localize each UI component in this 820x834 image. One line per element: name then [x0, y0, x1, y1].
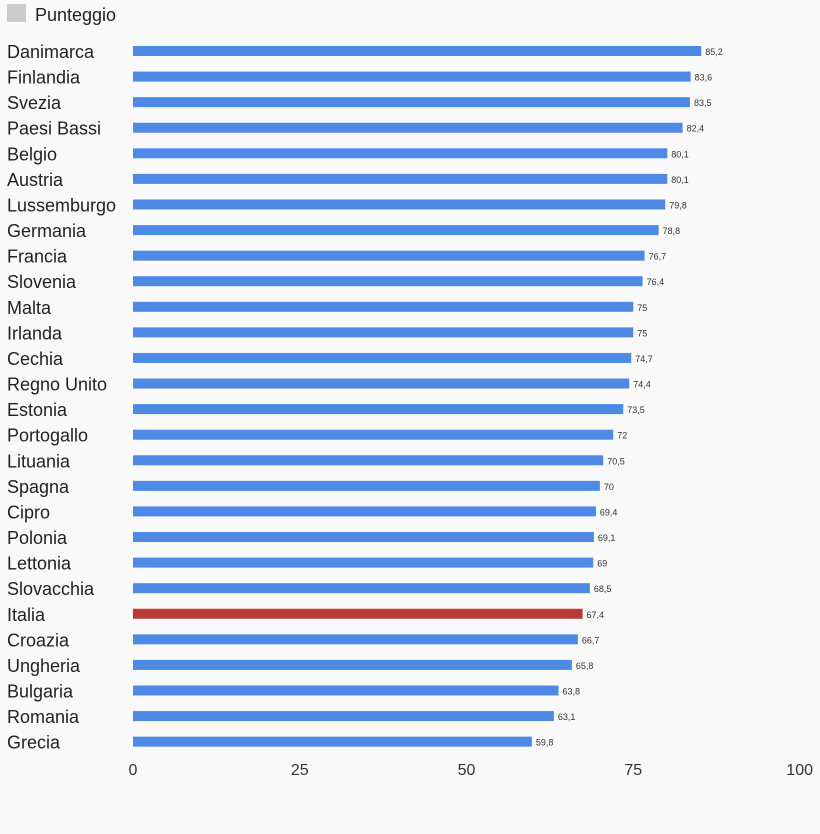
value-label-spagna: 70 — [604, 482, 614, 492]
value-label-germania: 78,8 — [663, 226, 681, 236]
value-label-lussemburgo: 79,8 — [669, 200, 687, 210]
bar-bulgaria — [133, 685, 559, 696]
value-label-belgio: 80,1 — [671, 149, 689, 159]
value-label-francia: 76,7 — [649, 252, 667, 262]
value-label-malta: 75 — [637, 303, 647, 313]
bar-paesi-bassi — [133, 122, 683, 133]
category-label-slovacchia: Slovacchia — [7, 579, 95, 599]
bar-slovenia — [133, 276, 643, 287]
x-tick-label-50: 50 — [458, 762, 476, 779]
category-label-slovenia: Slovenia — [7, 272, 77, 292]
bar-germania — [133, 225, 659, 236]
value-label-ungheria: 65,8 — [576, 661, 594, 671]
bar-spagna — [133, 480, 600, 491]
bar-portogallo — [133, 429, 614, 440]
legend-label: Punteggio — [35, 5, 116, 25]
category-label-italia: Italia — [7, 605, 46, 625]
x-axis: 0 25 50 75 100 — [129, 762, 814, 779]
category-label-malta: Malta — [7, 298, 52, 318]
bar-belgio — [133, 148, 668, 159]
bar-lituania — [133, 455, 604, 466]
bar-finlandia — [133, 71, 691, 82]
category-label-polonia: Polonia — [7, 528, 68, 548]
x-tick-label-0: 0 — [129, 762, 138, 779]
bar-croazia — [133, 634, 578, 645]
value-label-paesi-bassi: 82,4 — [687, 124, 705, 134]
bar-regno-unito — [133, 378, 630, 389]
category-label-belgio: Belgio — [7, 144, 57, 164]
category-label-portogallo: Portogallo — [7, 426, 88, 446]
bar-francia — [133, 250, 645, 261]
value-label-regno-unito: 74,4 — [633, 380, 651, 390]
bar-svezia — [133, 97, 690, 108]
value-label-cipro: 69,4 — [600, 507, 618, 517]
value-label-svezia: 83,5 — [694, 98, 712, 108]
category-label-francia: Francia — [7, 247, 68, 267]
category-label-lussemburgo: Lussemburgo — [7, 195, 116, 215]
bar-lussemburgo — [133, 199, 666, 210]
bar-cipro — [133, 506, 596, 517]
category-label-regno-unito: Regno Unito — [7, 375, 107, 395]
value-label-estonia: 73,5 — [627, 405, 645, 415]
value-label-croazia: 66,7 — [582, 635, 600, 645]
bar-austria — [133, 173, 668, 184]
bar-cechia — [133, 352, 632, 363]
category-label-bulgaria: Bulgaria — [7, 682, 74, 702]
category-label-germania: Germania — [7, 221, 87, 241]
x-tick-label-25: 25 — [291, 762, 309, 779]
x-tick-label-75: 75 — [624, 762, 642, 779]
category-label-danimarca: Danimarca — [7, 42, 95, 62]
value-label-danimarca: 85,2 — [705, 47, 723, 57]
value-label-austria: 80,1 — [671, 175, 689, 185]
value-label-slovacchia: 68,5 — [594, 584, 612, 594]
bar-ungheria — [133, 659, 572, 670]
value-label-romania: 63,1 — [558, 712, 576, 722]
value-label-bulgaria: 63,8 — [563, 687, 581, 697]
category-label-irlanda: Irlanda — [7, 323, 63, 343]
value-label-polonia: 69,1 — [598, 533, 616, 543]
legend-swatch — [7, 4, 26, 22]
category-label-grecia: Grecia — [7, 733, 61, 753]
value-label-finlandia: 83,6 — [695, 73, 713, 83]
category-label-paesi-bassi: Paesi Bassi — [7, 119, 101, 139]
bar-polonia — [133, 532, 594, 543]
bar-danimarca — [133, 46, 702, 56]
bar-italia — [133, 608, 583, 619]
bar-estonia — [133, 404, 624, 415]
category-label-cipro: Cipro — [7, 502, 50, 522]
category-label-estonia: Estonia — [7, 400, 68, 420]
bar-malta — [133, 301, 634, 312]
category-label-romania: Romania — [7, 707, 80, 727]
bars-group: Danimarca 85,2 Finlandia 83,6 Svezia 83,5 Paes… — [7, 42, 723, 753]
bar-irlanda — [133, 327, 634, 338]
value-label-grecia: 59,8 — [536, 738, 554, 748]
value-label-portogallo: 72 — [617, 431, 627, 441]
category-label-spagna: Spagna — [7, 477, 70, 497]
category-label-lettonia: Lettonia — [7, 554, 72, 574]
value-label-italia: 67,4 — [587, 610, 605, 620]
category-label-svezia: Svezia — [7, 93, 62, 113]
category-label-ungheria: Ungheria — [7, 656, 81, 676]
value-label-cechia: 74,7 — [635, 354, 653, 364]
value-label-irlanda: 75 — [637, 328, 647, 338]
value-label-slovenia: 76,4 — [647, 277, 665, 287]
x-tick-label-100: 100 — [786, 762, 813, 779]
bar-lettonia — [133, 557, 594, 568]
category-label-cechia: Cechia — [7, 349, 64, 369]
bar-romania — [133, 711, 554, 722]
category-label-lituania: Lituania — [7, 451, 71, 471]
category-label-croazia: Croazia — [7, 630, 70, 650]
value-label-lettonia: 69 — [597, 559, 607, 569]
category-label-finlandia: Finlandia — [7, 68, 81, 88]
bar-grecia — [133, 736, 532, 747]
legend: Punteggio — [7, 4, 116, 25]
category-label-austria: Austria — [7, 170, 64, 190]
bar-slovacchia — [133, 583, 590, 594]
value-label-lituania: 70,5 — [607, 456, 625, 466]
